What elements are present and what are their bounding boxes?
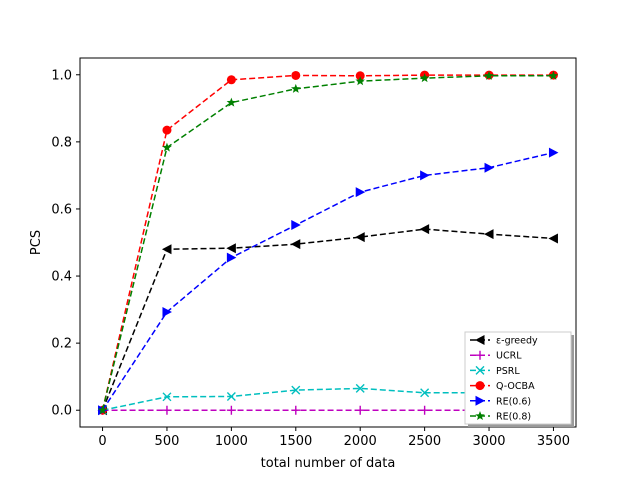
- data-point: [226, 97, 237, 107]
- data-point: [420, 405, 430, 415]
- data-point: [162, 142, 172, 152]
- data-point: [484, 70, 494, 80]
- legend: ε-greedy UCRL PSRL Q-OCBA RE(0.6) RE(0.8): [464, 331, 574, 427]
- data-point: [420, 388, 430, 398]
- x-tick-label: 3000: [472, 434, 505, 449]
- legend-marker: [475, 411, 485, 421]
- data-point: [162, 306, 172, 317]
- series-5: [97, 70, 559, 415]
- data-point: [97, 405, 108, 415]
- data-point: [548, 147, 559, 158]
- data-point: [355, 232, 365, 243]
- data-point: [161, 244, 172, 255]
- data-point: [162, 125, 172, 135]
- legend-box: [464, 331, 572, 425]
- axes-frame: [79, 57, 577, 428]
- ticks-layer: 0 500 1000 1500 2000 2500 3000 3500 0.0 0.2 0.4 0.6…: [51, 68, 570, 449]
- x-tick-label: 1000: [215, 434, 248, 449]
- y-tick-label: 0.8: [51, 135, 72, 150]
- data-point: [419, 224, 430, 235]
- x-tick-label: 2500: [408, 434, 441, 449]
- series-line: [101, 151, 554, 411]
- data-point: [162, 405, 172, 415]
- legend-marker: [475, 381, 485, 391]
- data-point: [290, 239, 301, 250]
- legend-marker: [475, 335, 485, 345]
- legend-marker: [475, 350, 485, 360]
- data-point: [355, 187, 366, 198]
- legend-label: UCRL: [496, 351, 522, 362]
- legend-item: RE(0.6): [470, 395, 531, 407]
- data-point: [419, 73, 430, 83]
- x-tick-label: 0: [98, 434, 106, 449]
- data-point: [548, 233, 558, 244]
- data-point: [162, 392, 172, 402]
- data-point: [291, 83, 301, 93]
- x-tick-label: 2000: [344, 434, 377, 449]
- data-point: [484, 229, 494, 240]
- legend-label: Q-OCBA: [496, 381, 535, 392]
- x-axis-label: total number of data: [261, 456, 396, 471]
- y-axis-label: PCS: [29, 230, 44, 255]
- legend-item: Q-OCBA: [470, 381, 535, 392]
- series-line: [101, 74, 554, 411]
- legend-marker: [475, 365, 485, 375]
- y-tick-label: 0.6: [51, 202, 72, 217]
- data-point: [355, 71, 365, 81]
- legend-label: ε-greedy: [496, 336, 538, 347]
- y-tick-label: 0.0: [51, 404, 72, 419]
- series-line: [101, 75, 554, 411]
- data-point: [355, 383, 365, 393]
- legend-item: UCRL: [470, 350, 522, 362]
- data-point: [291, 220, 301, 231]
- data-point: [548, 70, 559, 80]
- data-point: [291, 70, 301, 80]
- legend-item: PSRL: [470, 366, 520, 377]
- series-line: [102, 387, 554, 411]
- data-point: [355, 76, 365, 86]
- legend-item: RE(0.8): [470, 411, 531, 423]
- data-point: [484, 162, 495, 173]
- data-point: [226, 243, 236, 254]
- legend-label: RE(0.8): [496, 412, 531, 423]
- data-point: [226, 252, 237, 263]
- legend-marker: [475, 395, 485, 406]
- x-tick-label: 3500: [537, 434, 570, 449]
- y-tick-label: 0.2: [51, 337, 72, 352]
- series-layer: [97, 70, 559, 416]
- data-point: [291, 385, 301, 395]
- legend-item: ε-greedy: [470, 335, 538, 347]
- y-tick-label: 1.0: [51, 68, 72, 83]
- series-line: [101, 228, 554, 411]
- y-tick-label: 0.4: [51, 270, 72, 285]
- x-tick-label: 500: [155, 434, 180, 449]
- data-point: [420, 170, 430, 181]
- legend-label: RE(0.6): [496, 396, 531, 407]
- x-tick-label: 1500: [279, 434, 312, 449]
- legend-label: PSRL: [496, 366, 520, 377]
- data-point: [291, 405, 301, 415]
- data-point: [226, 405, 236, 415]
- data-point: [355, 405, 365, 415]
- data-point: [226, 391, 236, 401]
- data-point: [226, 75, 236, 85]
